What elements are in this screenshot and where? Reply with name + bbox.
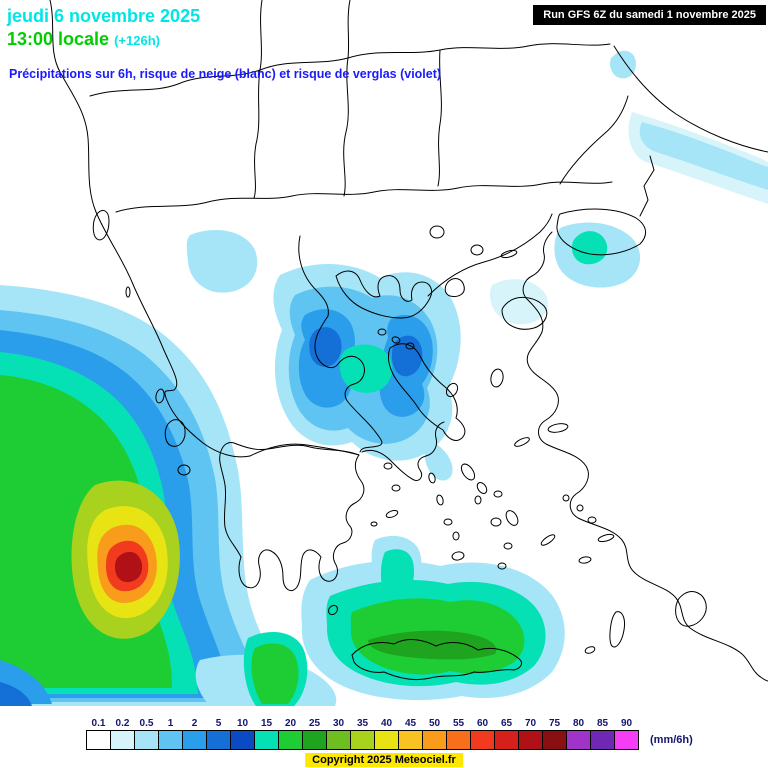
legend-value: 90	[620, 718, 633, 729]
legend-swatch	[134, 730, 159, 750]
legend-swatch	[614, 730, 639, 750]
legend-step: 1	[158, 718, 183, 750]
legend-swatch	[326, 730, 351, 750]
legend-step: 55	[446, 718, 471, 750]
legend-step: 75	[542, 718, 567, 750]
legend-step: 35	[350, 718, 375, 750]
legend: 0.1 0.2 0.5 1 2 5 10 15 20 25 30 35 40 45 50 55 60 65 70 75…	[0, 710, 768, 768]
legend-swatch	[206, 730, 231, 750]
legend-value: 10	[236, 718, 249, 729]
legend-step: 10	[230, 718, 255, 750]
legend-swatch	[494, 730, 519, 750]
legend-value: 70	[524, 718, 537, 729]
legend-step: 50	[422, 718, 447, 750]
legend-steps: 0.1 0.2 0.5 1 2 5 10 15 20 25 30 35 40 45 50 55 60 65 70 75…	[86, 718, 639, 750]
legend-value: 45	[404, 718, 417, 729]
time-line: 13:00 locale (+126h)	[7, 29, 160, 50]
country-borders	[89, 0, 629, 213]
legend-swatch	[542, 730, 567, 750]
legend-row: 0.1 0.2 0.5 1 2 5 10 15 20 25 30 35 40 45 50 55 60 65 70 75…	[86, 718, 693, 750]
legend-value: 5	[215, 718, 222, 729]
time-offset: (+126h)	[114, 33, 160, 48]
legend-swatch	[110, 730, 135, 750]
legend-step: 90	[614, 718, 639, 750]
precipitation-layer	[0, 50, 768, 706]
legend-swatch	[590, 730, 615, 750]
legend-value: 75	[548, 718, 561, 729]
legend-swatch	[350, 730, 375, 750]
time-text: 13:00 locale	[7, 29, 110, 49]
legend-value: 40	[380, 718, 393, 729]
precip-black-sea	[610, 50, 768, 204]
legend-swatch	[422, 730, 447, 750]
legend-swatch	[518, 730, 543, 750]
legend-step: 15	[254, 718, 279, 750]
legend-value: 55	[452, 718, 465, 729]
legend-swatch	[566, 730, 591, 750]
legend-value: 80	[572, 718, 585, 729]
run-box: Run GFS 6Z du samedi 1 novembre 2025	[533, 5, 766, 25]
legend-step: 65	[494, 718, 519, 750]
legend-value: 0.1	[91, 718, 106, 729]
legend-swatch	[302, 730, 327, 750]
legend-swatch	[158, 730, 183, 750]
legend-step: 60	[470, 718, 495, 750]
legend-swatch	[278, 730, 303, 750]
date-line: jeudi 6 novembre 2025	[7, 6, 201, 26]
legend-value: 0.2	[115, 718, 130, 729]
legend-step: 40	[374, 718, 399, 750]
legend-value: 30	[332, 718, 345, 729]
legend-swatch	[230, 730, 255, 750]
legend-value: 65	[500, 718, 513, 729]
legend-step: 45	[398, 718, 423, 750]
legend-step: 0.5	[134, 718, 159, 750]
legend-step: 5	[206, 718, 231, 750]
legend-value: 85	[596, 718, 609, 729]
precip-crete	[195, 535, 565, 706]
legend-swatch	[398, 730, 423, 750]
legend-step: 80	[566, 718, 591, 750]
islands	[92, 210, 707, 654]
legend-value: 25	[308, 718, 321, 729]
legend-step: 2	[182, 718, 207, 750]
storm-system-ionian	[0, 285, 295, 706]
legend-value: 0.5	[139, 718, 154, 729]
legend-value: 35	[356, 718, 369, 729]
legend-step: 20	[278, 718, 303, 750]
legend-value: 15	[260, 718, 273, 729]
legend-swatch	[470, 730, 495, 750]
precip-central-greece	[186, 230, 549, 481]
legend-unit: (mm/6h)	[650, 734, 693, 746]
legend-value: 60	[476, 718, 489, 729]
legend-value: 20	[284, 718, 297, 729]
legend-swatch	[374, 730, 399, 750]
legend-step: 0.1	[86, 718, 111, 750]
legend-step: 70	[518, 718, 543, 750]
legend-swatch	[446, 730, 471, 750]
coastline-layer	[49, 0, 768, 682]
legend-step: 0.2	[110, 718, 135, 750]
legend-value: 2	[191, 718, 198, 729]
legend-value: 50	[428, 718, 441, 729]
subtitle: Précipitations sur 6h, risque de neige (…	[9, 67, 442, 81]
copyright[interactable]: Copyright 2025 Meteociel.fr	[305, 753, 463, 767]
legend-step: 25	[302, 718, 327, 750]
legend-swatch	[86, 730, 111, 750]
legend-value: 1	[167, 718, 174, 729]
legend-swatch	[182, 730, 207, 750]
legend-step: 30	[326, 718, 351, 750]
legend-swatch	[254, 730, 279, 750]
legend-step: 85	[590, 718, 615, 750]
